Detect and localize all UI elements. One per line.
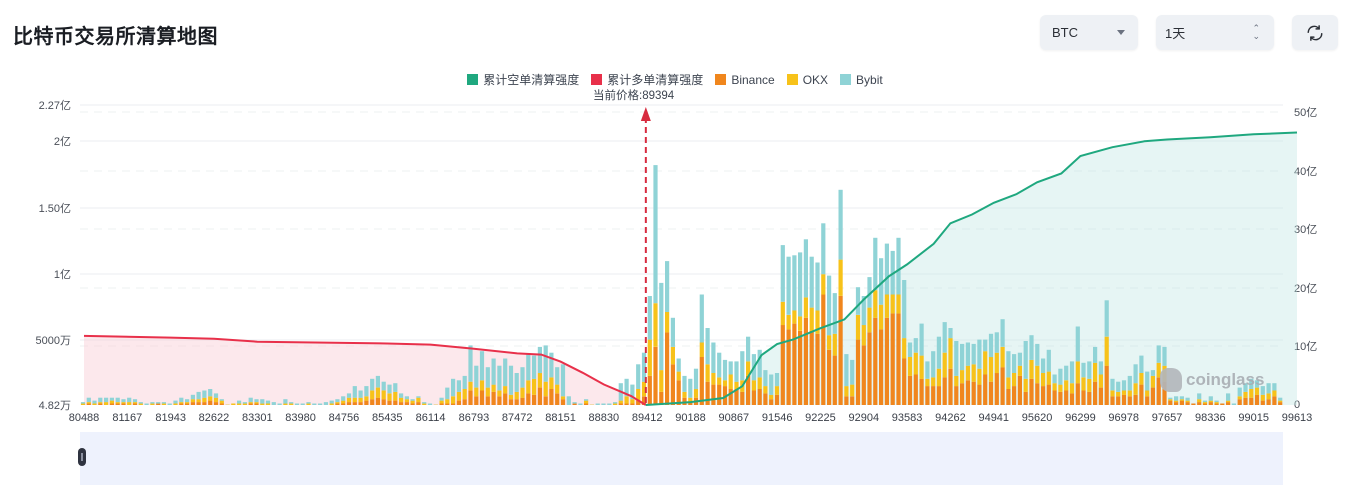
x-axis-tick: 94262: [935, 412, 966, 424]
current-price-label: 当前价格:89394: [593, 90, 675, 102]
x-axis-tick: 83301: [241, 412, 273, 424]
x-axis-tick: 98336: [1195, 412, 1226, 424]
x-axis-tick: 99015: [1238, 412, 1269, 424]
right-axis-tick: 30亿: [1294, 224, 1318, 236]
x-axis-tick: 90188: [675, 412, 706, 424]
coinglass-logo-icon: [1160, 368, 1182, 392]
x-axis-tick: 92904: [848, 412, 880, 424]
caret-down-icon: [1117, 30, 1125, 35]
watermark: coinglass: [1160, 368, 1264, 392]
x-axis-tick: 85435: [371, 412, 403, 424]
legend-swatch-icon: [591, 74, 603, 85]
refresh-button[interactable]: [1292, 15, 1338, 50]
legend-item[interactable]: Binance: [715, 71, 775, 88]
coin-select[interactable]: BTC: [1040, 15, 1138, 50]
left-axis-tick: 2.27亿: [38, 100, 71, 112]
x-axis-tick: 88151: [545, 412, 576, 424]
x-axis-tick: 96978: [1108, 412, 1139, 424]
x-axis-tick: 92225: [805, 412, 836, 424]
legend-item[interactable]: 累计空单清算强度: [467, 71, 579, 88]
right-axis-tick: 20亿: [1294, 283, 1318, 295]
page-title: 比特币交易所清算地图: [13, 24, 218, 48]
x-axis-tick: 95620: [1021, 412, 1053, 424]
legend-swatch-icon: [467, 74, 479, 85]
legend-swatch-icon: [840, 74, 852, 85]
right-axis-tick: 0: [1294, 399, 1301, 411]
left-axis-tick: 1.50亿: [38, 203, 71, 215]
x-axis-tick: 80488: [68, 412, 100, 424]
legend-swatch-icon: [786, 74, 798, 85]
x-axis-tick: 99613: [1281, 412, 1313, 424]
legend-item[interactable]: 累计多单清算强度: [591, 71, 703, 88]
legend-label: Binance: [731, 72, 775, 87]
x-axis-tick: 81943: [155, 412, 186, 424]
legend-label: 累计空单清算强度: [483, 73, 580, 87]
chart-legend: 累计空单清算强度 累计多单清算强度 Binance OKX Bybit: [0, 71, 1348, 88]
right-axis-tick: 10亿: [1294, 341, 1318, 353]
x-axis-tick: 86793: [458, 412, 490, 424]
x-axis-tick: 86114: [415, 412, 446, 424]
x-axis-tick: 94941: [978, 412, 1010, 424]
legend-label: OKX: [802, 72, 829, 87]
legend-item[interactable]: Bybit: [840, 71, 883, 88]
x-axis-tick: 84756: [328, 412, 360, 424]
right-axis-tick: 50亿: [1294, 107, 1318, 119]
legend-item[interactable]: OKX: [786, 71, 829, 88]
right-axis-tick: 40亿: [1294, 166, 1318, 178]
x-axis-tick: 81167: [112, 412, 143, 424]
up-down-arrows-icon: ⌃ ⌄: [1252, 23, 1260, 41]
x-axis-tick: 82622: [198, 412, 230, 424]
legend-label: 累计多单清算强度: [607, 73, 704, 87]
time-range-value: 1天: [1165, 26, 1186, 41]
range-slider-handle[interactable]: [78, 448, 86, 466]
x-axis-tick: 83980: [285, 412, 316, 424]
time-range-select[interactable]: 1天 ⌃ ⌄: [1156, 15, 1274, 50]
left-axis-tick: 2亿: [53, 136, 71, 148]
x-axis-tick: 93583: [891, 412, 923, 424]
x-axis-tick: 91546: [761, 412, 793, 424]
legend-label: Bybit: [856, 72, 883, 87]
liquidation-chart[interactable]: [0, 0, 1348, 430]
legend-swatch-icon: [715, 74, 727, 85]
x-axis-tick: 90867: [718, 412, 750, 424]
x-axis-tick: 89412: [631, 412, 663, 424]
left-axis-tick: 4.82万: [38, 400, 71, 412]
coin-select-value: BTC: [1052, 25, 1078, 40]
range-slider[interactable]: [80, 432, 1283, 485]
x-axis-tick: 96299: [1065, 412, 1096, 424]
x-axis-tick: 97657: [1151, 412, 1183, 424]
refresh-icon: [1307, 24, 1323, 41]
left-axis-tick: 5000万: [35, 335, 71, 347]
watermark-text: coinglass: [1186, 370, 1265, 389]
x-axis-tick: 88830: [588, 412, 620, 424]
x-axis-tick: 87472: [501, 412, 533, 424]
left-axis-tick: 1亿: [53, 269, 71, 281]
